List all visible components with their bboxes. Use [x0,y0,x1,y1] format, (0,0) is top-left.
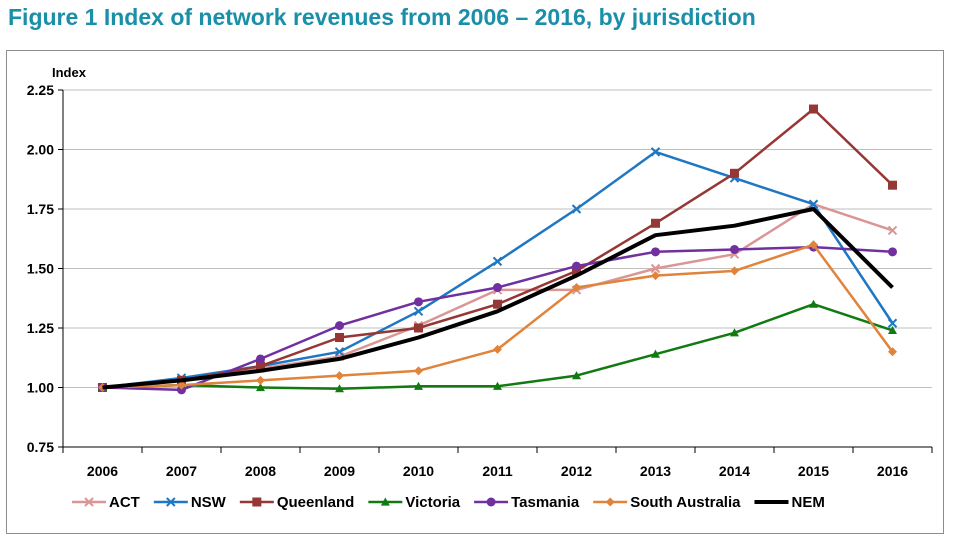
data-point-tasmania [730,244,739,254]
data-point-nsw [571,204,582,214]
legend-marker-tasmania [486,497,496,507]
y-tick-label: 1.75 [27,201,54,217]
x-tick-label: 2016 [877,463,908,479]
x-tick-label: 2006 [87,463,118,479]
y-tick-label: 0.75 [27,439,54,455]
legend-label-south-australia: South Australia [630,494,741,511]
legend-label-act: ACT [109,494,140,511]
data-point-queenland [256,361,265,371]
data-point-queenland [730,168,739,178]
legend-label-victoria: Victoria [405,494,460,511]
y-tick-label: 2.00 [27,142,54,158]
legend-label-queenland: Queenland [277,494,355,511]
data-point-nsw [413,306,424,317]
data-point-act [887,225,898,236]
data-point-south-australia [730,266,739,276]
legend-marker-nsw [166,497,176,507]
data-point-south-australia [651,271,660,281]
data-point-nsw [334,347,345,357]
x-tick-label: 2008 [245,463,276,479]
data-point-tasmania [335,321,344,331]
x-tick-label: 2011 [482,463,513,479]
data-point-queenland [414,323,423,333]
data-point-south-australia [809,240,818,250]
data-point-nsw [887,318,898,328]
y-axis-title: Index [52,65,87,80]
data-point-south-australia [414,366,423,376]
legend-label-nem: NEM [791,494,824,511]
data-point-act [650,263,661,274]
legend-marker-act [84,497,94,507]
series-line-south-australia [102,243,894,389]
data-point-nsw [808,199,819,209]
data-point-tasmania [888,247,897,257]
y-tick-label: 1.50 [27,261,54,277]
data-point-tasmania [414,297,423,307]
y-tick-label: 2.25 [27,82,54,98]
series-line-nem [102,207,894,390]
data-point-victoria [888,325,897,334]
data-point-victoria [414,381,423,390]
x-tick-label: 2012 [561,463,592,479]
data-point-south-australia [335,371,344,381]
data-point-victoria [256,383,265,392]
y-tick-label: 1.25 [27,320,54,336]
legend-marker-victoria [380,497,390,506]
data-point-queenland [651,218,660,228]
data-point-queenland [572,266,581,276]
legend-marker-queenland [252,497,262,507]
data-point-queenland [335,333,344,343]
data-point-victoria [809,299,818,308]
x-tick-label: 2009 [324,463,355,479]
data-point-tasmania [572,261,581,271]
data-point-victoria [730,328,739,337]
data-point-queenland [809,104,818,114]
x-tick-label: 2014 [719,463,750,479]
data-point-queenland [493,299,502,309]
legend-marker-south-australia [605,497,615,507]
data-point-south-australia [572,283,581,293]
data-point-victoria [651,349,660,358]
data-point-south-australia [177,380,186,390]
data-point-nsw [492,256,503,267]
x-tick-label: 2010 [403,463,434,479]
data-point-tasmania [256,354,265,364]
x-tick-label: 2015 [798,463,829,479]
legend-label-nsw: NSW [191,494,227,511]
data-point-tasmania [177,385,186,395]
data-point-nsw [650,147,661,157]
data-point-tasmania [493,283,502,293]
x-tick-label: 2013 [640,463,671,479]
legend-label-tasmania: Tasmania [511,494,580,511]
data-point-victoria [335,384,344,393]
series-line-act [102,202,893,389]
data-point-queenland [888,180,897,190]
y-tick-label: 1.00 [27,380,54,396]
data-point-victoria [572,371,581,380]
data-point-south-australia [493,344,502,354]
data-point-south-australia [256,375,265,385]
data-point-south-australia [888,347,897,357]
x-tick-label: 2007 [166,463,197,479]
data-point-tasmania [651,247,660,257]
data-point-victoria [493,381,502,390]
figure-title: Figure 1 Index of network revenues from … [8,4,756,30]
